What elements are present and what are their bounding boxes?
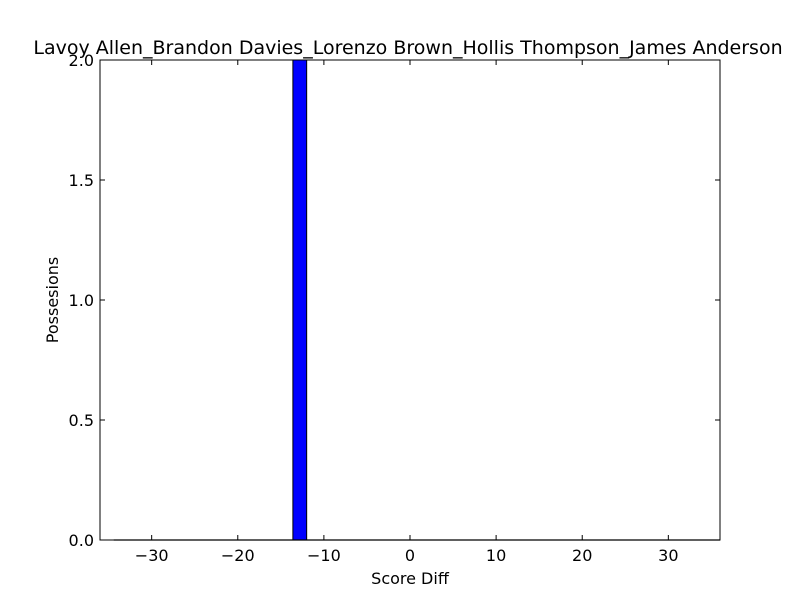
- x-tick-label: −30: [135, 546, 169, 565]
- y-tick-label: 0.5: [69, 411, 94, 430]
- bars-layer: [292, 59, 308, 541]
- x-tick-label: 10: [486, 546, 506, 565]
- x-axis-label: Score Diff: [371, 569, 450, 588]
- x-tick-label: −10: [307, 546, 341, 565]
- y-axis-label: Possesions: [43, 257, 62, 343]
- y-axis: 0.0 0.5 1.0 1.5 2.0: [69, 51, 720, 550]
- x-tick-label: 30: [658, 546, 678, 565]
- x-tick-label: 0: [405, 546, 415, 565]
- plot-area-frame: [99, 59, 721, 541]
- x-tick-label: −20: [221, 546, 255, 565]
- y-tick-label: 1.5: [69, 171, 94, 190]
- chart-title: Lavoy Allen_Brandon Davies_Lorenzo Brown…: [33, 37, 782, 59]
- x-axis: −30 −20 −10 0 10 20 30: [135, 60, 679, 565]
- y-tick-label: 0.0: [69, 531, 94, 550]
- x-tick-label: 20: [572, 546, 592, 565]
- y-tick-label: 2.0: [69, 51, 94, 70]
- y-tick-label: 1.0: [69, 291, 94, 310]
- bar-0: [292, 59, 308, 541]
